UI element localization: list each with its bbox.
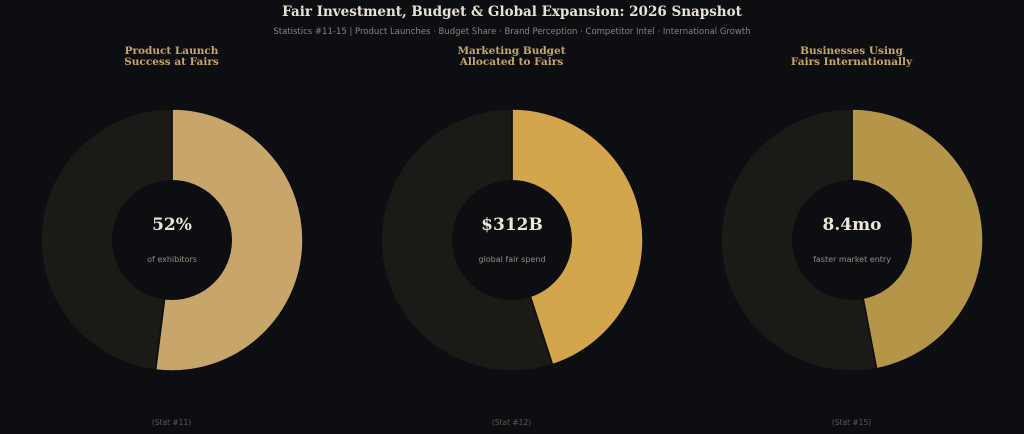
center-label: of exhibitors xyxy=(147,255,197,264)
donut-panel-stat-12: Marketing Budget Allocated to Fairs $312… xyxy=(341,0,682,434)
donut-chart: 52% of exhibitors xyxy=(40,108,304,372)
donut-slice-value xyxy=(511,108,644,366)
center-label: global fair spend xyxy=(478,255,545,264)
center-value: 8.4mo xyxy=(823,215,882,235)
donut-chart: $312B global fair spend xyxy=(380,108,644,372)
page-subtitle: Statistics #11-15 | Product Launches · B… xyxy=(273,27,751,37)
stat-footer: (Stat #15) xyxy=(831,418,872,427)
center-label: faster market entry xyxy=(813,255,891,264)
chart-title: Businesses Using Fairs Internationally xyxy=(681,46,1022,68)
chart-title-line-1: Product Launch xyxy=(124,45,219,57)
chart-title: Marketing Budget Allocated to Fairs xyxy=(341,46,682,68)
chart-title: Product Launch Success at Fairs xyxy=(1,46,342,68)
donut-hole xyxy=(112,180,232,300)
center-value: $312B xyxy=(481,215,543,235)
page-title: Fair Investment, Budget & Global Expansi… xyxy=(282,4,742,20)
donut-slice-value xyxy=(851,108,984,370)
center-value: 52% xyxy=(152,215,192,235)
stat-footer: (Stat #12) xyxy=(491,418,532,427)
chart-title-line-2: Fairs Internationally xyxy=(790,56,913,68)
chart-title-line-1: Businesses Using xyxy=(800,45,903,57)
donut-panel-stat-11: Product Launch Success at Fairs 52% of e… xyxy=(1,0,342,434)
donut-hole xyxy=(792,180,912,300)
chart-title-line-2: Allocated to Fairs xyxy=(459,56,564,68)
donut-chart: 8.4mo faster market entry xyxy=(720,108,984,372)
chart-title-line-2: Success at Fairs xyxy=(124,56,219,68)
donut-panel-stat-15: Businesses Using Fairs Internationally 8… xyxy=(681,0,1022,434)
chart-title-line-1: Marketing Budget xyxy=(457,45,566,57)
stat-footer: (Stat #11) xyxy=(151,418,192,427)
donut-slice-remainder xyxy=(40,108,173,371)
donut-hole xyxy=(452,180,572,300)
